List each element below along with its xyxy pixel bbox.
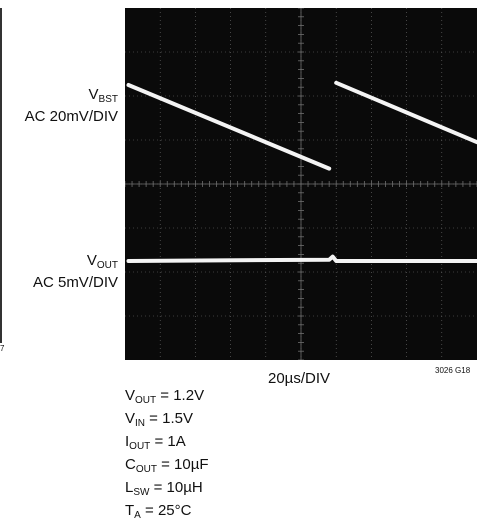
condition-iout: IOUT = 1A <box>125 433 186 452</box>
vout-channel-label: VOUT AC 5mV/DIV <box>33 252 118 291</box>
vout-name-sub: OUT <box>96 260 118 271</box>
condition-lsw: LSW = 10µH <box>125 479 203 498</box>
traces <box>126 80 477 263</box>
vout-trace-segment <box>126 254 477 263</box>
vbst-trace-segment <box>334 80 477 145</box>
graticule <box>125 8 477 360</box>
timebase-label: 20µs/DIV <box>268 370 330 387</box>
condition-vin: VIN = 1.5V <box>125 410 193 429</box>
vbst-name-sub: BST <box>98 94 118 105</box>
vbst-scale: AC 20mV/DIV <box>24 108 118 125</box>
condition-ta: TA = 25°C <box>125 502 192 521</box>
vbst-trace-segment <box>126 83 332 171</box>
adjacent-figure-edge <box>0 8 2 343</box>
figure-id: 3026 G18 <box>435 366 471 375</box>
condition-cout: COUT = 10µF <box>125 456 209 475</box>
test-conditions: VOUT = 1.2V VIN = 1.5V IOUT = 1A COUT = … <box>125 387 209 525</box>
vout-name: V <box>86 252 97 269</box>
vbst-channel-label: VBST AC 20mV/DIV <box>25 86 118 125</box>
condition-vout: VOUT = 1.2V <box>125 387 205 406</box>
vbst-name: V <box>88 86 99 103</box>
oscilloscope-screen <box>125 8 477 360</box>
vout-scale: AC 5mV/DIV <box>32 274 118 291</box>
adjacent-figure-fragment: 7 <box>0 344 5 353</box>
